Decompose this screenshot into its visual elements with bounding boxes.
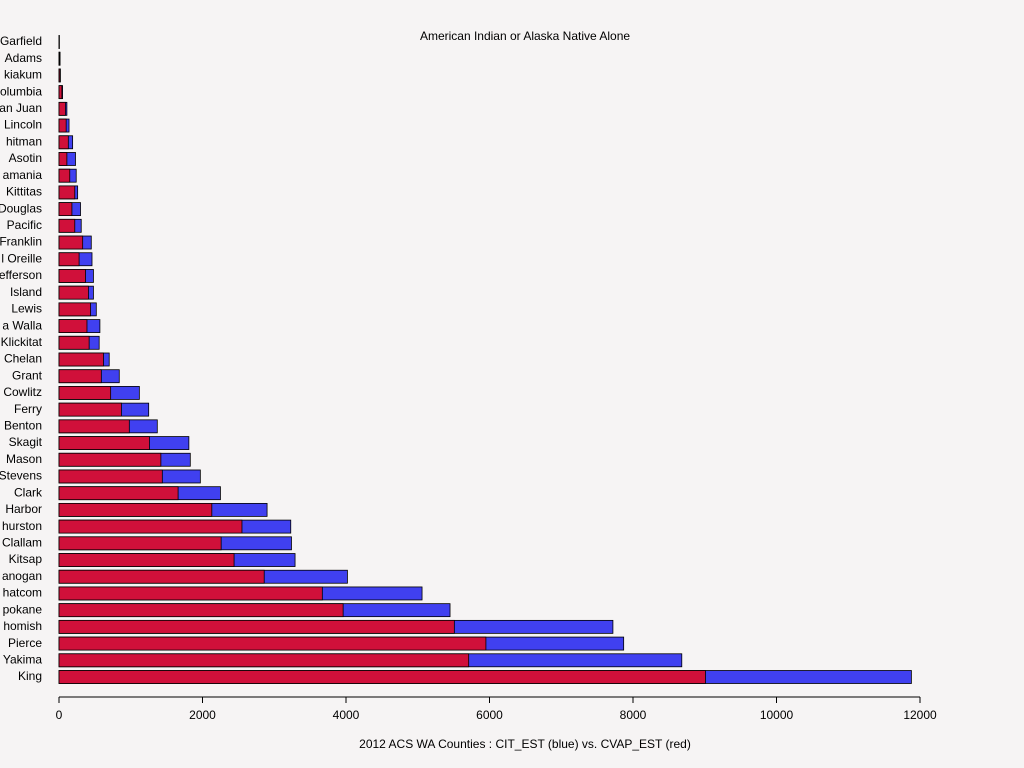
x-tick-label: 0 xyxy=(56,708,63,722)
bar xyxy=(58,352,104,367)
bar xyxy=(58,653,470,668)
y-tick-label: Kittitas xyxy=(6,185,42,199)
bar xyxy=(58,670,706,684)
bar xyxy=(58,252,80,267)
y-tick-label: Stevens xyxy=(0,469,42,483)
y-tick-label: amania xyxy=(3,168,43,182)
y-tick-label: anogan xyxy=(2,569,42,583)
y-tick-label: homish xyxy=(3,619,42,633)
bar xyxy=(58,319,88,333)
bar xyxy=(58,185,76,200)
y-tick-label: Pierce xyxy=(8,636,42,650)
y-tick-label: Harbor xyxy=(5,502,42,516)
bar xyxy=(58,386,112,400)
y-tick-label: hatcom xyxy=(3,586,42,600)
x-tick-label: 2000 xyxy=(189,708,216,722)
y-tick-label: kiakum xyxy=(4,68,42,82)
y-tick-label: olumbia xyxy=(0,84,42,98)
bar xyxy=(58,486,179,501)
y-tick-label: pokane xyxy=(3,602,43,616)
x-tick-label: 4000 xyxy=(333,708,360,722)
y-tick-label: a Walla xyxy=(2,318,42,332)
bar xyxy=(58,118,67,133)
y-tick-label: an Juan xyxy=(0,101,42,115)
bar xyxy=(58,369,102,384)
y-tick-label: hurston xyxy=(2,519,42,533)
y-tick-label: Adams xyxy=(5,51,42,65)
bar xyxy=(58,51,61,66)
x-axis-label: 2012 ACS WA Counties : CIT_EST (blue) vs… xyxy=(359,737,691,751)
bar xyxy=(58,168,71,183)
x-tick-label: 6000 xyxy=(476,708,503,722)
y-tick-label: Douglas xyxy=(0,201,42,215)
bar xyxy=(58,269,86,283)
bar xyxy=(58,218,76,233)
bar xyxy=(58,636,487,651)
y-tick-label: Lewis xyxy=(11,302,42,316)
bar xyxy=(58,85,63,100)
bar xyxy=(58,101,66,116)
bar xyxy=(58,586,323,601)
bar xyxy=(58,285,89,300)
y-tick-label: efferson xyxy=(0,268,42,282)
bar xyxy=(58,302,91,317)
bar xyxy=(58,68,61,83)
bar xyxy=(58,502,213,517)
chart-title: American Indian or Alaska Native Alone xyxy=(420,29,630,43)
bar xyxy=(58,469,163,484)
y-tick-label: Pacific xyxy=(7,218,42,232)
y-tick-label: Grant xyxy=(12,368,43,382)
bar xyxy=(58,436,150,450)
y-tick-label: Cowlitz xyxy=(3,385,42,399)
bar xyxy=(58,152,68,166)
y-tick-label: Chelan xyxy=(4,352,42,366)
y-tick-label: King xyxy=(18,669,42,683)
y-tick-label: Mason xyxy=(6,452,42,466)
x-tick-label: 8000 xyxy=(620,708,647,722)
y-tick-label: hitman xyxy=(6,134,42,148)
y-tick-label: Clallam xyxy=(2,535,42,549)
y-tick-label: Garfield xyxy=(0,34,42,48)
y-tick-label: Kitsap xyxy=(9,552,43,566)
bar xyxy=(58,553,235,567)
bar xyxy=(58,569,265,584)
x-tick-label: 10000 xyxy=(760,708,794,722)
y-tick-label: Ferry xyxy=(14,402,42,416)
bar xyxy=(58,235,84,250)
bar xyxy=(58,402,122,417)
y-tick-label: Skagit xyxy=(9,435,43,449)
bar xyxy=(58,536,222,551)
y-tick-label: Klickitat xyxy=(1,335,43,349)
y-tick-label: Asotin xyxy=(9,151,42,165)
y-tick-label: Benton xyxy=(4,419,42,433)
bar xyxy=(58,519,243,534)
x-tick-label: 12000 xyxy=(903,708,937,722)
bar xyxy=(58,135,69,150)
bar xyxy=(58,603,344,618)
bar xyxy=(58,335,90,350)
y-tick-label: l Oreille xyxy=(1,251,42,265)
y-tick-label: Island xyxy=(10,285,42,299)
bar xyxy=(58,202,73,217)
y-tick-label: Franklin xyxy=(0,235,42,249)
y-tick-label: Lincoln xyxy=(4,118,42,132)
bar xyxy=(58,619,455,634)
bar xyxy=(58,452,162,467)
bar xyxy=(58,419,130,434)
y-tick-label: Yakima xyxy=(3,652,42,666)
y-tick-label: Clark xyxy=(14,485,43,499)
